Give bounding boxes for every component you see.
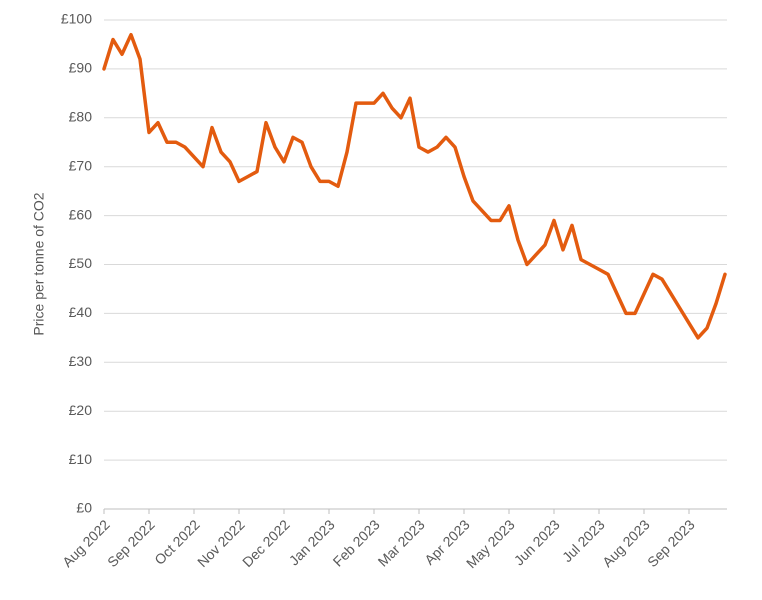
- y-tick-label: £30: [69, 353, 93, 369]
- y-axis-title: Price per tonne of CO2: [31, 192, 47, 335]
- y-tick-label: £90: [69, 60, 93, 76]
- y-tick-label: £50: [69, 255, 93, 271]
- y-tick-label: £100: [61, 11, 92, 27]
- y-tick-label: £20: [69, 402, 93, 418]
- x-tick-label: Mar 2023: [375, 516, 428, 569]
- x-tick-label: Jun 2023: [511, 516, 563, 568]
- y-tick-label: £0: [76, 500, 92, 516]
- x-tick-label: Nov 2022: [194, 516, 248, 570]
- x-tick-label: Feb 2023: [330, 516, 383, 569]
- x-tick-label: Aug 2023: [599, 516, 653, 570]
- y-tick-label: £70: [69, 157, 93, 173]
- price-line: [102, 32, 727, 340]
- y-tick-label: £10: [69, 451, 93, 467]
- y-tick-label: £80: [69, 109, 93, 125]
- x-tick-label: Sep 2023: [644, 516, 698, 570]
- x-tick-label: Aug 2022: [59, 516, 113, 570]
- x-tick-label: Dec 2022: [239, 516, 293, 570]
- y-tick-label: £40: [69, 304, 93, 320]
- x-tick-label: Jan 2023: [286, 516, 338, 568]
- y-tick-label: £60: [69, 206, 93, 222]
- x-tick-label: Sep 2022: [104, 516, 158, 570]
- x-tick-label: May 2023: [463, 516, 518, 571]
